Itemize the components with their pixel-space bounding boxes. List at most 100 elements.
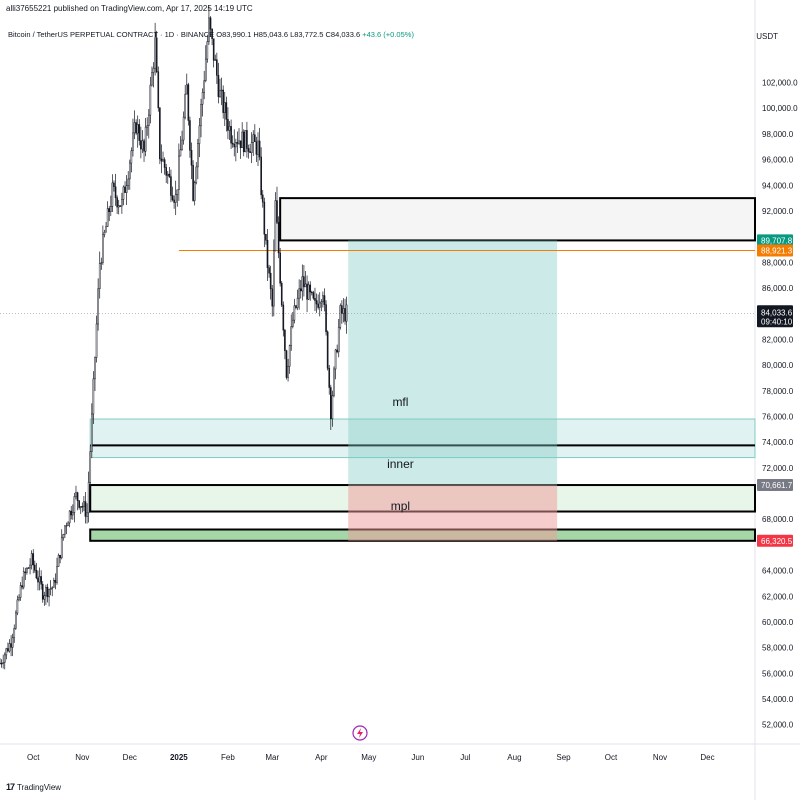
candle-body	[216, 59, 218, 76]
candle-body	[211, 29, 213, 39]
price-tag	[757, 479, 793, 492]
candle-body	[195, 166, 198, 184]
candle-body	[7, 648, 9, 652]
price-tick-label: 100,000.0	[762, 104, 798, 113]
candle-body	[287, 365, 289, 378]
candle-body	[241, 131, 243, 148]
candle-body	[83, 501, 85, 507]
candle-body	[239, 140, 242, 148]
candle-body	[288, 345, 291, 367]
candle-body	[95, 323, 98, 358]
candle-body	[67, 522, 69, 526]
candle-body	[277, 222, 280, 254]
candle-body	[185, 84, 188, 95]
candle-body	[206, 41, 209, 60]
candle-body	[299, 288, 302, 292]
candle-body	[108, 208, 111, 212]
currency-label: USDT	[756, 32, 778, 41]
candle-body	[124, 186, 126, 193]
candle-body	[307, 284, 310, 300]
candle-body	[29, 564, 31, 569]
price-tick-label: 96,000.0	[762, 156, 794, 165]
candle-body	[154, 37, 156, 69]
candle-body	[292, 319, 294, 327]
candle-body	[90, 413, 93, 452]
candle-body	[165, 167, 167, 176]
candle-body	[217, 75, 220, 97]
candle-body	[265, 233, 267, 241]
candle-body	[30, 553, 33, 566]
candle-body	[114, 186, 117, 199]
candle-body	[22, 571, 25, 588]
time-tick-label: Aug	[507, 753, 521, 762]
candle-body	[43, 595, 46, 600]
candle-body	[117, 205, 120, 208]
candle-body	[173, 199, 175, 203]
time-tick-label: Oct	[27, 753, 40, 762]
price-tick-label: 52,000.0	[762, 721, 794, 730]
time-tick-label: Nov	[75, 753, 89, 762]
time-tick-label: Mar	[265, 753, 279, 762]
candle-body	[54, 580, 57, 583]
candle-body	[75, 492, 77, 497]
candle-body	[37, 577, 39, 583]
price-tick-label: 82,000.0	[762, 335, 794, 344]
candle-body	[100, 262, 103, 264]
price-tick-label: 102,000.0	[762, 79, 798, 88]
candle-body	[170, 176, 172, 196]
candle-body	[102, 234, 104, 263]
candle-body	[15, 612, 17, 629]
candle-body	[219, 90, 221, 97]
price-tick-label: 60,000.0	[762, 618, 794, 627]
candle-body	[157, 71, 160, 109]
candle-body	[261, 194, 264, 203]
candle-body	[293, 305, 296, 321]
lightning-icon[interactable]	[352, 725, 368, 741]
candle-body	[51, 587, 54, 589]
candle-body	[127, 178, 130, 186]
time-tick-label: Apr	[315, 753, 328, 762]
mfl-zone	[89, 418, 756, 459]
candle-body	[163, 159, 166, 168]
candle-body	[171, 195, 174, 201]
candle-body	[64, 525, 66, 535]
candle-body	[263, 201, 266, 235]
candle-body	[345, 304, 348, 322]
candle-body	[159, 107, 161, 160]
candle-body	[304, 283, 307, 288]
price-tick-label: 56,000.0	[762, 669, 794, 678]
candle-body	[122, 186, 125, 200]
candle-body	[86, 512, 88, 517]
candle-body	[119, 205, 122, 207]
time-tick-label: Oct	[605, 753, 618, 762]
candle-body	[81, 506, 84, 508]
candle-body	[103, 231, 106, 235]
tradingview-logo-icon: 17	[6, 782, 15, 792]
candle-body	[344, 308, 346, 322]
target-zone	[348, 240, 558, 486]
candle-body	[223, 102, 226, 113]
candle-body	[143, 140, 145, 152]
candle-body	[132, 132, 134, 152]
candle-body	[204, 58, 207, 81]
candle-body	[84, 501, 87, 517]
candle-body	[190, 150, 193, 166]
candle-body	[2, 662, 4, 664]
candle-body	[197, 143, 199, 168]
candle-body	[200, 103, 202, 127]
candle-body	[168, 173, 171, 177]
candle-body	[89, 451, 92, 483]
candle-body	[187, 84, 190, 121]
candle-body	[333, 368, 335, 396]
candle-body	[46, 586, 49, 598]
candle-body	[336, 349, 338, 353]
candle-body	[18, 597, 20, 601]
price-tick-label: 86,000.0	[762, 284, 794, 293]
candle-body	[174, 194, 177, 203]
candle-body	[106, 208, 109, 227]
candle-body	[337, 326, 340, 353]
candle-body	[53, 580, 55, 588]
candle-body	[38, 576, 41, 583]
candle-body	[269, 272, 272, 290]
